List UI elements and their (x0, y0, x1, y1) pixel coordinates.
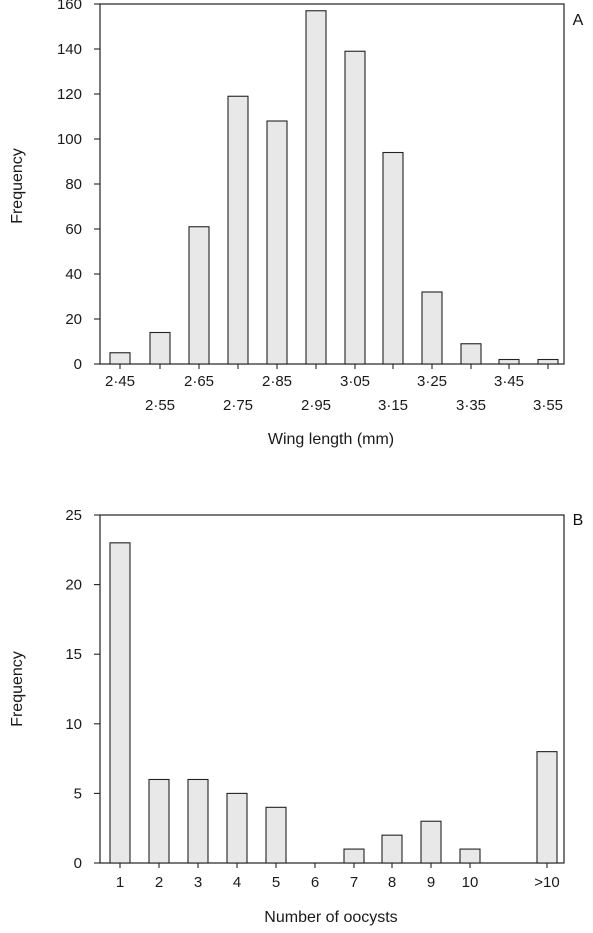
b-x-tick-label: 1 (116, 874, 124, 891)
panel-label-b: B (573, 512, 584, 529)
a-y-tick-label: 100 (57, 131, 82, 148)
a-y-tick-label: 40 (65, 266, 82, 283)
a-x-tick-label: 3·05 (340, 373, 370, 390)
b-bar (148, 778, 170, 864)
a-y-tick-label: 0 (74, 356, 82, 373)
a-x-tick-label: 3·45 (494, 373, 524, 390)
a-y-tick-label: 160 (57, 0, 82, 13)
x-axis-title-a: Wing length (mm) (268, 431, 394, 448)
a-y-tick-label: 120 (57, 86, 82, 103)
a-bar (149, 331, 171, 365)
b-x-tick-label: 6 (311, 874, 319, 891)
a-x-tick-label: 2·55 (145, 397, 175, 414)
b-bar (187, 778, 209, 864)
a-bar (344, 50, 366, 365)
a-x-tick-label: 3·35 (456, 397, 486, 414)
a-x-tick-label: 3·15 (378, 397, 408, 414)
b-bar (226, 792, 248, 864)
b-y-tick-label: 5 (74, 785, 82, 802)
b-y-tick-label: 25 (65, 507, 82, 524)
x-axis-title-b: Number of oocysts (264, 909, 397, 926)
b-bar (459, 848, 481, 864)
a-y-tick-label: 60 (65, 221, 82, 238)
a-y-tick-label: 20 (65, 311, 82, 328)
b-bar (536, 751, 558, 864)
a-bar (421, 291, 443, 365)
a-bar (227, 95, 249, 365)
a-bar (382, 151, 404, 365)
b-y-tick-label: 20 (65, 577, 82, 594)
panel-label-a: A (573, 12, 584, 29)
a-bar (498, 358, 520, 365)
b-x-tick-label: 8 (388, 874, 396, 891)
plot-frame-b (99, 514, 565, 864)
a-bar (460, 343, 482, 365)
a-bar (109, 352, 131, 365)
b-y-tick-label: 15 (65, 646, 82, 663)
a-x-tick-label: 2·75 (223, 397, 253, 414)
b-x-tick-label: 9 (427, 874, 435, 891)
b-bar (381, 834, 403, 864)
b-x-tick-label: 3 (194, 874, 202, 891)
a-bar (537, 358, 559, 365)
b-bar (420, 820, 442, 864)
b-x-tick-label: >10 (534, 874, 559, 891)
a-x-tick-label: 2·45 (105, 373, 135, 390)
a-x-tick-label: 2·85 (262, 373, 292, 390)
a-bar (266, 120, 288, 365)
b-y-tick-label: 10 (65, 716, 82, 733)
b-bar (265, 806, 287, 864)
a-bar (188, 226, 210, 365)
b-x-tick-label: 2 (155, 874, 163, 891)
chart-panel-a: A Frequency Wing length (mm) 0 20 40 60 80 10… (9, 0, 584, 448)
y-axis-title-a: Frequency (9, 148, 26, 224)
a-x-tick-label: 3·25 (417, 373, 447, 390)
plot-frame-a (99, 3, 565, 365)
a-y-tick-label: 140 (57, 41, 82, 58)
b-x-tick-label: 4 (233, 874, 241, 891)
b-y-tick-label: 0 (74, 855, 82, 872)
a-y-tick-label: 80 (65, 176, 82, 193)
y-axis-title-b: Frequency (9, 651, 26, 727)
b-bar (343, 848, 365, 864)
b-x-tick-label: 10 (462, 874, 479, 891)
b-bar (109, 542, 131, 864)
a-x-tick-label: 2·65 (184, 373, 214, 390)
b-x-tick-label: 5 (272, 874, 280, 891)
a-x-tick-label: 3·55 (533, 397, 563, 414)
a-x-tick-label: 2·95 (301, 397, 331, 414)
chart-panel-b: B Frequency Number of oocysts 0510152025… (9, 507, 583, 926)
b-x-tick-label: 7 (350, 874, 358, 891)
a-bar (305, 10, 327, 365)
